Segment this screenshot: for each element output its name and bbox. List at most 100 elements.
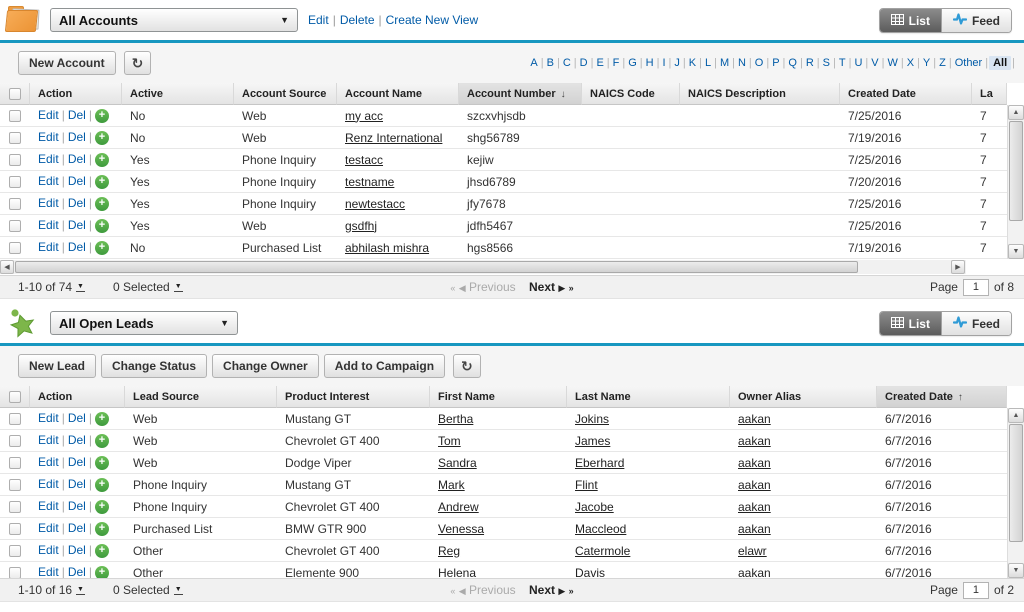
alpha-link-f[interactable]: F	[611, 57, 622, 69]
del-link[interactable]: Del	[68, 455, 86, 469]
scrollbar-thumb[interactable]	[1009, 424, 1023, 542]
edit-link[interactable]: Edit	[38, 521, 59, 535]
next-label[interactable]: Next	[529, 280, 555, 294]
edit-view-link[interactable]: Edit	[308, 13, 329, 27]
leads-vertical-scrollbar[interactable]: ▲ ▼	[1007, 408, 1024, 578]
list-toggle-button[interactable]: List	[880, 9, 941, 32]
scroll-right-arrow[interactable]: ▶	[951, 260, 965, 274]
add-icon[interactable]: +	[95, 197, 109, 211]
column-header-owner-alias[interactable]: Owner Alias	[730, 386, 877, 408]
del-link[interactable]: Del	[68, 565, 86, 578]
previous-label[interactable]: Previous	[469, 583, 516, 597]
record-link[interactable]: Bertha	[438, 412, 473, 426]
feed-toggle-button[interactable]: Feed	[941, 9, 1011, 32]
last-page-icon[interactable]: »	[569, 283, 574, 293]
first-page-icon[interactable]: «	[450, 586, 455, 596]
alpha-link-q[interactable]: Q	[786, 57, 799, 69]
alpha-link-r[interactable]: R	[804, 57, 816, 69]
del-link[interactable]: Del	[68, 499, 86, 513]
column-header-created-date[interactable]: Created Date	[840, 83, 972, 105]
row-checkbox[interactable]	[9, 567, 21, 579]
alpha-link-c[interactable]: C	[561, 57, 573, 69]
alpha-link-h[interactable]: H	[644, 57, 656, 69]
del-link[interactable]: Del	[68, 433, 86, 447]
alpha-link-n[interactable]: N	[736, 57, 748, 69]
accounts-view-selector[interactable]: All Accounts ▼	[50, 8, 298, 32]
column-header-created-date[interactable]: Created Date↑	[877, 386, 1007, 408]
add-icon[interactable]: +	[95, 522, 109, 536]
add-icon[interactable]: +	[95, 109, 109, 123]
edit-link[interactable]: Edit	[38, 152, 59, 166]
record-link[interactable]: aakan	[738, 412, 771, 426]
previous-page-control[interactable]: « ◀ Previous	[450, 280, 515, 294]
record-link[interactable]: Sandra	[438, 456, 477, 470]
record-link[interactable]: Jacobe	[575, 500, 614, 514]
column-header-last-name[interactable]: Last Name	[567, 386, 730, 408]
alpha-link-e[interactable]: E	[594, 57, 605, 69]
record-link[interactable]: my acc	[345, 109, 383, 123]
del-link[interactable]: Del	[68, 196, 86, 210]
previous-page-control[interactable]: « ◀ Previous	[450, 583, 515, 597]
select-all-checkbox[interactable]	[9, 391, 21, 403]
del-link[interactable]: Del	[68, 218, 86, 232]
record-link[interactable]: aakan	[738, 434, 771, 448]
selected-dropdown-icon[interactable]: ▼	[174, 586, 183, 595]
record-link[interactable]: Venessa	[438, 522, 484, 536]
column-header-account-source[interactable]: Account Source	[234, 83, 337, 105]
record-link[interactable]: James	[575, 434, 610, 448]
add-icon[interactable]: +	[95, 566, 109, 578]
add-icon[interactable]: +	[95, 131, 109, 145]
row-checkbox[interactable]	[9, 154, 21, 166]
refresh-button[interactable]: ↻	[453, 354, 481, 378]
row-checkbox[interactable]	[9, 479, 21, 491]
change-owner-button[interactable]: Change Owner	[212, 354, 319, 378]
add-icon[interactable]: +	[95, 456, 109, 470]
alpha-link-b[interactable]: B	[545, 57, 556, 69]
row-checkbox[interactable]	[9, 176, 21, 188]
column-header-naics-code[interactable]: NAICS Code	[582, 83, 680, 105]
alpha-link-p[interactable]: P	[770, 57, 781, 69]
del-link[interactable]: Del	[68, 543, 86, 557]
record-link[interactable]: gsdfhj	[345, 219, 377, 233]
add-icon[interactable]: +	[95, 544, 109, 558]
range-dropdown-icon[interactable]: ▼	[76, 283, 85, 292]
record-link[interactable]: Davis	[575, 566, 605, 579]
next-page-icon[interactable]: ▶	[558, 586, 565, 596]
alpha-link-t[interactable]: T	[837, 57, 848, 69]
delete-view-link[interactable]: Delete	[340, 13, 375, 27]
record-link[interactable]: elawr	[738, 544, 767, 558]
first-page-icon[interactable]: «	[450, 283, 455, 293]
alpha-link-d[interactable]: D	[578, 57, 590, 69]
record-link[interactable]: aakan	[738, 478, 771, 492]
select-all-checkbox[interactable]	[9, 88, 21, 100]
add-icon[interactable]: +	[95, 241, 109, 255]
record-link[interactable]: Eberhard	[575, 456, 624, 470]
record-link[interactable]: testname	[345, 175, 394, 189]
edit-link[interactable]: Edit	[38, 411, 59, 425]
add-icon[interactable]: +	[95, 500, 109, 514]
column-header-account-name[interactable]: Account Name	[337, 83, 459, 105]
alpha-link-z[interactable]: Z	[937, 57, 948, 69]
add-icon[interactable]: +	[95, 478, 109, 492]
del-link[interactable]: Del	[68, 477, 86, 491]
alpha-link-o[interactable]: O	[753, 57, 766, 69]
record-link[interactable]: Jokins	[575, 412, 609, 426]
alpha-link-j[interactable]: J	[672, 57, 682, 69]
alpha-link-other[interactable]: Other	[953, 57, 985, 69]
alpha-link-u[interactable]: U	[852, 57, 864, 69]
row-checkbox[interactable]	[9, 435, 21, 447]
del-link[interactable]: Del	[68, 411, 86, 425]
alpha-link-all[interactable]: All	[989, 56, 1011, 70]
row-checkbox[interactable]	[9, 457, 21, 469]
record-link[interactable]: testacc	[345, 153, 383, 167]
row-checkbox[interactable]	[9, 523, 21, 535]
add-icon[interactable]: +	[95, 412, 109, 426]
alpha-link-k[interactable]: K	[687, 57, 698, 69]
del-link[interactable]: Del	[68, 240, 86, 254]
column-header-naics-description[interactable]: NAICS Description	[680, 83, 840, 105]
feed-toggle-button[interactable]: Feed	[941, 312, 1011, 335]
column-header-product-interest[interactable]: Product Interest	[277, 386, 430, 408]
row-checkbox[interactable]	[9, 132, 21, 144]
edit-link[interactable]: Edit	[38, 174, 59, 188]
record-link[interactable]: aakan	[738, 522, 771, 536]
